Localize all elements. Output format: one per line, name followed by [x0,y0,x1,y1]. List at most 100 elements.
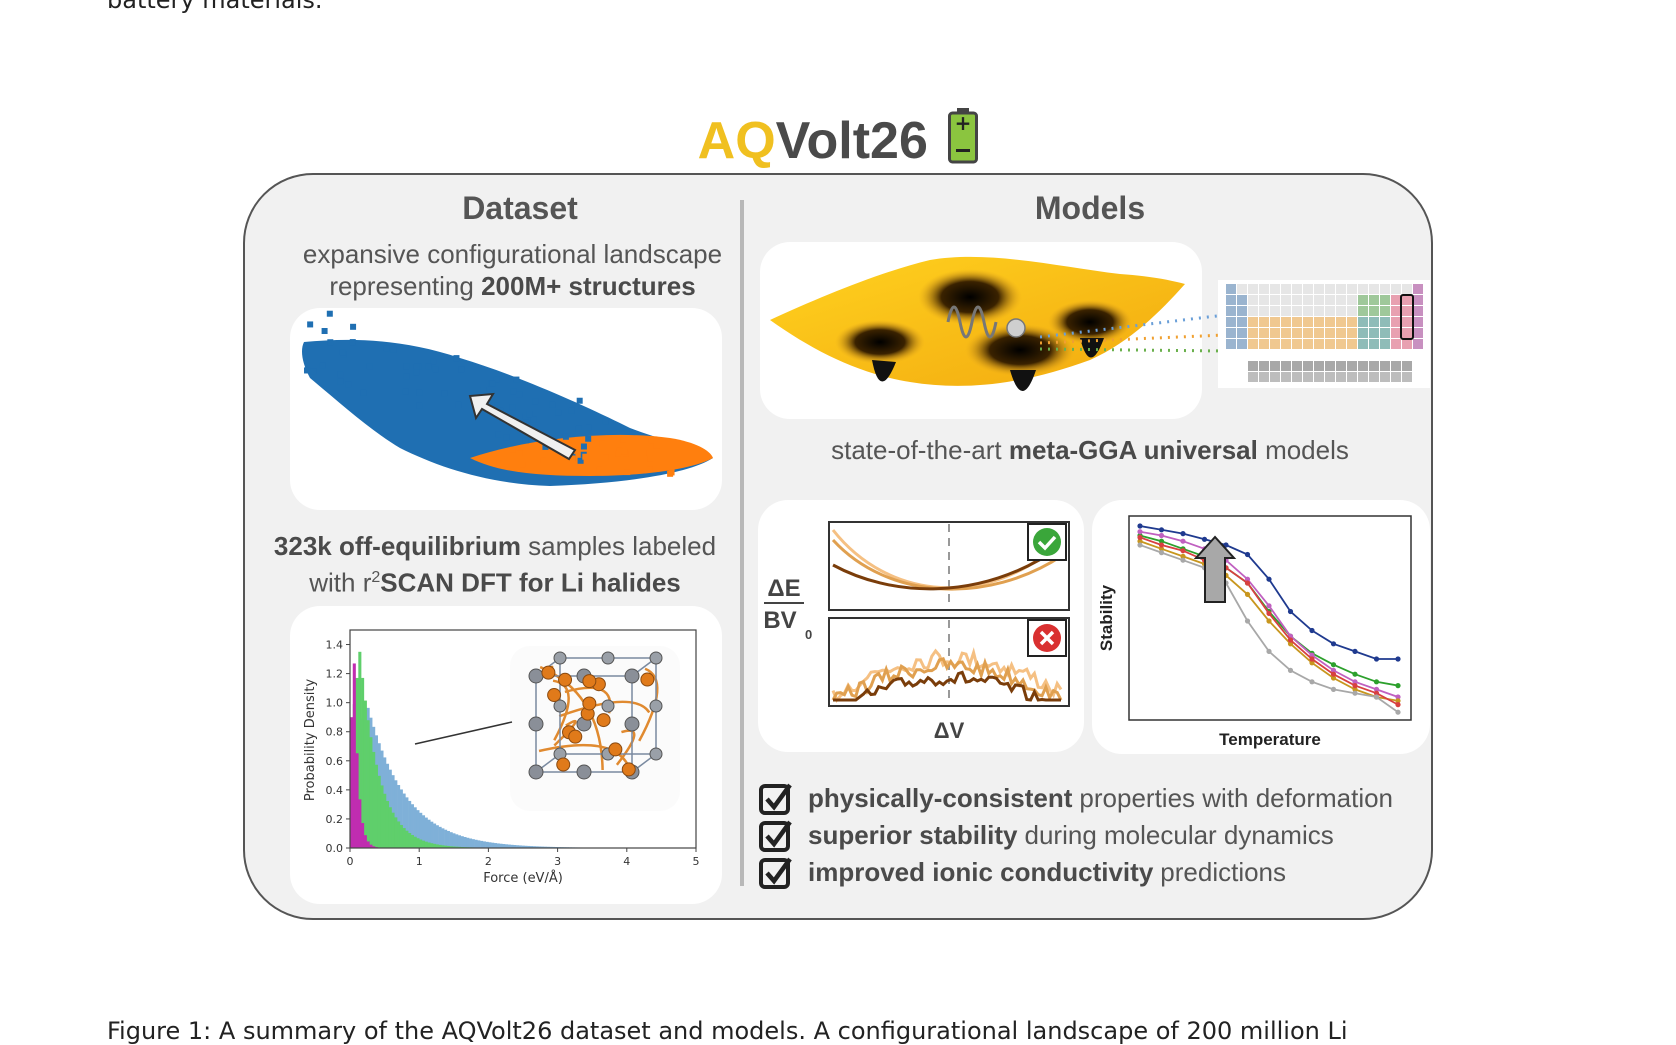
claim-1-bold: physically-consistent [808,783,1072,814]
histogram-bar [397,821,400,848]
stability-point [1202,537,1207,542]
histogram-ytick: 1.4 [326,639,344,652]
stability-point [1180,558,1185,563]
element-cell [1303,361,1313,371]
scatter-point [413,369,419,375]
scatter-point [585,436,591,442]
stability-point [1266,618,1271,623]
element-cell [1303,328,1313,338]
scatter-point [620,437,626,443]
element-cell [1281,361,1291,371]
histogram-bar [364,835,367,848]
histogram-bar [486,842,489,848]
scatter-point [455,402,461,408]
element-cell [1402,306,1412,316]
element-cell [1358,339,1368,349]
scatter-point [350,339,356,345]
histogram-xtick: 4 [623,855,630,868]
element-cell [1292,372,1302,382]
histogram-bar [405,831,408,848]
element-cell [1391,339,1401,349]
stability-point [1331,672,1336,677]
element-cell [1226,306,1236,316]
element-cell [1402,339,1412,349]
stability-point [1266,649,1271,654]
scatter-point [563,434,569,440]
ev-ylabel-sub: 0 [805,627,812,642]
scatter-point [367,363,373,369]
element-cell [1336,317,1346,327]
histogram-bar [428,842,431,848]
histogram-bar [367,841,370,848]
histogram-bar [422,841,425,848]
element-cell [1369,328,1379,338]
element-cell [1314,339,1324,349]
element-cell [1314,306,1324,316]
element-cell [1413,328,1423,338]
element-cell [1369,372,1379,382]
element-cell [1314,328,1324,338]
stability-point [1245,552,1250,557]
stability-point [1288,668,1293,673]
histogram-bar [403,828,406,848]
histogram-bar [477,840,480,848]
element-cell [1270,339,1280,349]
stability-point [1395,656,1400,661]
histogram-bar [386,801,389,848]
stability-point [1331,687,1336,692]
stability-point [1180,531,1185,536]
element-cell [1237,339,1247,349]
scatter-point [523,437,529,443]
element-cell [1292,328,1302,338]
histogram-ytick: 0.4 [326,784,344,797]
element-cell [1303,339,1313,349]
histogram-ytick: 0.6 [326,755,344,768]
element-cell [1292,361,1302,371]
histogram-bar [416,838,419,848]
element-cell [1248,339,1258,349]
intro-text: battery materials. [107,0,323,14]
histogram-bar [430,843,433,848]
element-cell [1226,284,1236,294]
scatter-point [517,450,523,456]
dataset-desc-line2-pre: representing [329,271,481,301]
scatter-point [596,467,602,473]
histogram-bar [425,842,428,848]
scatter-point [649,437,655,443]
element-cell [1391,317,1401,327]
element-cell [1259,295,1269,305]
scatter-point [337,371,343,377]
stability-panel: Stability Temperature [1092,500,1430,754]
histogram-bar [400,825,403,848]
scatter-point [403,363,409,369]
stability-point [1137,529,1142,534]
stability-point [1137,535,1142,540]
histogram-bar [455,834,458,848]
histogram-bar [461,836,464,848]
element-cell [1391,372,1401,382]
element-cell [1325,339,1335,349]
stability-point [1266,611,1271,616]
element-cell [1292,317,1302,327]
histogram-bar [414,837,417,848]
histogram-bar [452,833,455,848]
histogram-bar [419,840,422,848]
histogram-xlabel: Force (eV/Å) [483,870,563,886]
element-cell [1259,328,1269,338]
ev-ylabel-den: BV [763,607,796,634]
element-cell [1336,306,1346,316]
scatter-point [586,425,592,431]
scatter-point [576,426,582,432]
scatter-point [513,377,519,383]
landscape-scatter-plot [290,308,722,510]
dataset-header: Dataset [300,190,740,227]
dataset-description: expansive configurational landscape repr… [265,238,760,302]
element-cell [1303,295,1313,305]
histogram-bar [353,663,356,848]
histogram-ytick: 1.0 [326,697,344,710]
histogram-xtick: 5 [693,855,700,868]
svg-text:+: + [955,111,972,135]
scatter-point [582,454,588,460]
